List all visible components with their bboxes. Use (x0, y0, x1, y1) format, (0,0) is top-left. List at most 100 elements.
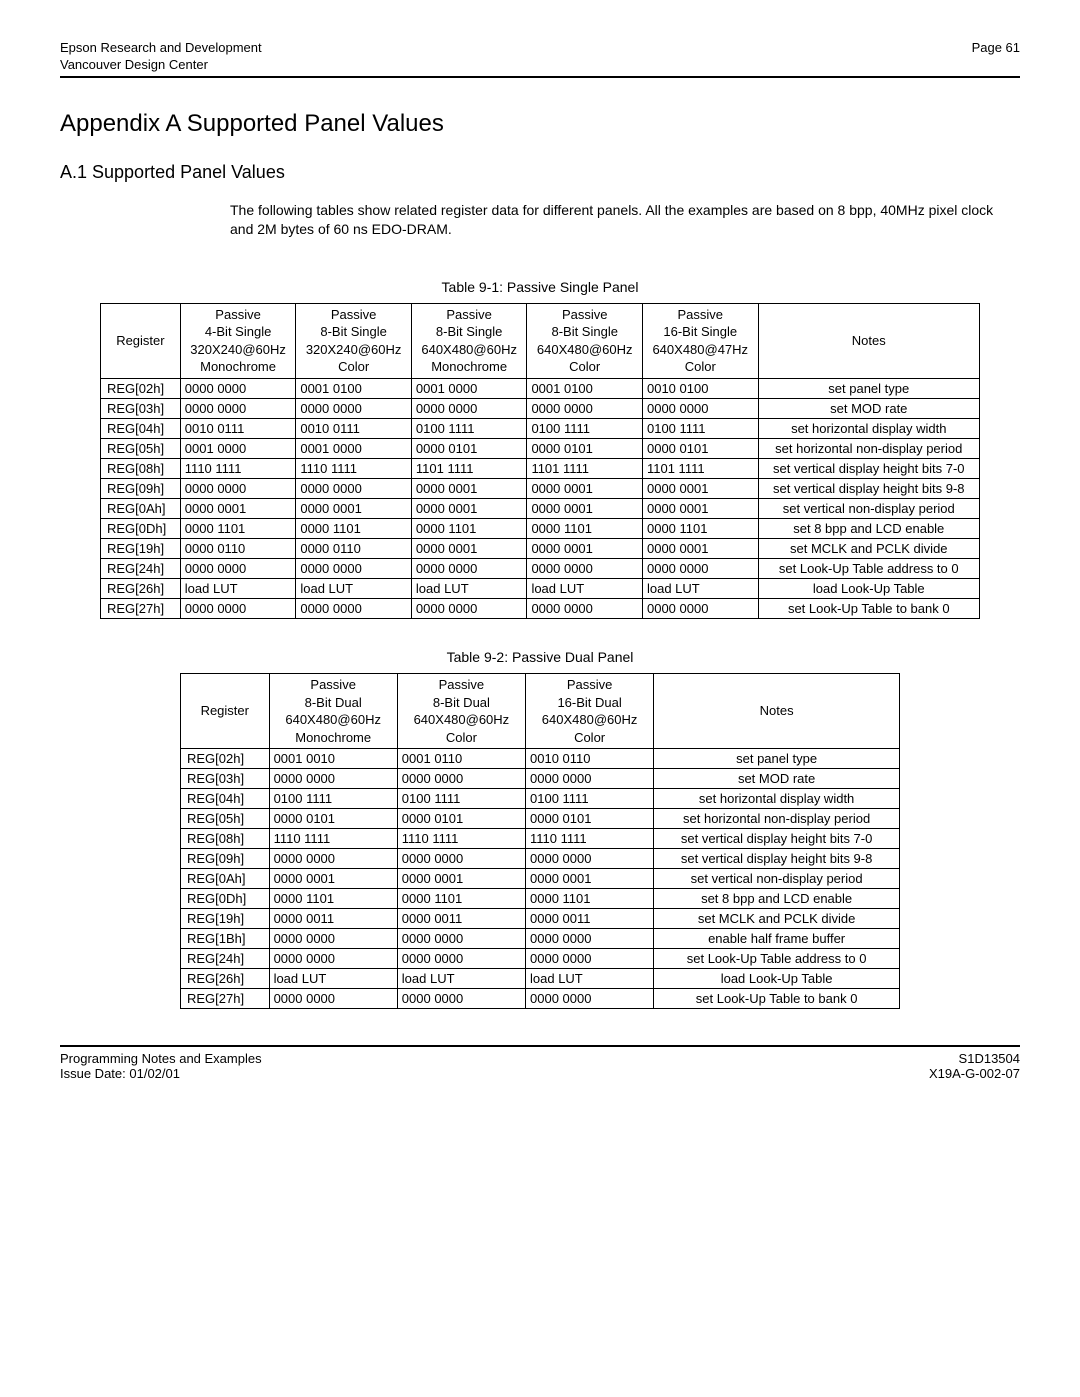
table-row: REG[02h]0000 00000001 01000001 00000001 … (101, 378, 980, 398)
table-row: REG[1Bh]0000 00000000 00000000 0000enabl… (181, 929, 900, 949)
notes-cell: set vertical non-display period (758, 498, 979, 518)
notes-cell: set MOD rate (654, 769, 900, 789)
value-cell: load LUT (527, 578, 643, 598)
value-cell: 0000 1101 (269, 889, 397, 909)
value-cell: 0000 1101 (296, 518, 412, 538)
value-cell: 0000 0110 (296, 538, 412, 558)
table-row: REG[27h]0000 00000000 00000000 00000000 … (101, 598, 980, 618)
value-cell: 0000 0011 (526, 909, 654, 929)
value-cell: 1110 1111 (397, 829, 525, 849)
table-row: REG[02h]0001 00100001 01100010 0110set p… (181, 749, 900, 769)
table-row: REG[08h]1110 11111110 11111110 1111set v… (181, 829, 900, 849)
value-cell: 0001 0100 (527, 378, 643, 398)
t1-h-notes: Notes (758, 303, 979, 378)
register-cell: REG[0Ah] (101, 498, 181, 518)
register-cell: REG[0Dh] (181, 889, 270, 909)
t2-h-notes: Notes (654, 673, 900, 748)
register-cell: REG[02h] (181, 749, 270, 769)
table-row: REG[05h]0001 00000001 00000000 01010000 … (101, 438, 980, 458)
value-cell: 0000 0001 (527, 478, 643, 498)
value-cell: 0100 1111 (269, 789, 397, 809)
table-row: REG[04h]0100 11110100 11110100 1111set h… (181, 789, 900, 809)
header-rule (60, 76, 1020, 78)
value-cell: 0000 0101 (642, 438, 758, 458)
value-cell: 0000 0000 (296, 558, 412, 578)
table-row: REG[05h]0000 01010000 01010000 0101set h… (181, 809, 900, 829)
value-cell: 0000 0101 (411, 438, 527, 458)
value-cell: 0000 0000 (526, 949, 654, 969)
notes-cell: set horizontal non-display period (654, 809, 900, 829)
value-cell: 0001 0010 (269, 749, 397, 769)
notes-cell: set MCLK and PCLK divide (758, 538, 979, 558)
page-title: Appendix A Supported Panel Values (60, 110, 1020, 138)
table-row: REG[03h]0000 00000000 00000000 0000set M… (181, 769, 900, 789)
notes-cell: set vertical display height bits 7-0 (654, 829, 900, 849)
value-cell: 0010 0111 (180, 418, 296, 438)
notes-cell: set vertical display height bits 9-8 (654, 849, 900, 869)
table2-caption: Table 9-2: Passive Dual Panel (60, 649, 1020, 665)
value-cell: 0010 0100 (642, 378, 758, 398)
value-cell: 0100 1111 (526, 789, 654, 809)
register-cell: REG[02h] (101, 378, 181, 398)
notes-cell: set 8 bpp and LCD enable (654, 889, 900, 909)
register-cell: REG[27h] (101, 598, 181, 618)
table-row: REG[19h]0000 00110000 00110000 0011set M… (181, 909, 900, 929)
value-cell: 0000 0001 (397, 869, 525, 889)
value-cell: 0000 0000 (526, 989, 654, 1009)
value-cell: 0000 0000 (397, 949, 525, 969)
value-cell: 0000 0101 (526, 809, 654, 829)
notes-cell: set MCLK and PCLK divide (654, 909, 900, 929)
header-org: Epson Research and Development (60, 40, 262, 55)
register-cell: REG[09h] (181, 849, 270, 869)
value-cell: 0000 0001 (411, 478, 527, 498)
table-row: REG[03h]0000 00000000 00000000 00000000 … (101, 398, 980, 418)
table-row: REG[19h]0000 01100000 01100000 00010000 … (101, 538, 980, 558)
value-cell: 0000 0000 (527, 558, 643, 578)
value-cell: 1110 1111 (269, 829, 397, 849)
value-cell: 0000 0110 (180, 538, 296, 558)
table-row: REG[09h]0000 00000000 00000000 0000set v… (181, 849, 900, 869)
notes-cell: set panel type (654, 749, 900, 769)
value-cell: load LUT (397, 969, 525, 989)
value-cell: 0000 0000 (180, 598, 296, 618)
notes-cell: set vertical display height bits 7-0 (758, 458, 979, 478)
value-cell: 0000 0001 (526, 869, 654, 889)
notes-cell: load Look-Up Table (758, 578, 979, 598)
value-cell: 0000 0001 (411, 538, 527, 558)
notes-cell: set Look-Up Table to bank 0 (654, 989, 900, 1009)
value-cell: 0000 0000 (526, 929, 654, 949)
value-cell: 0000 1101 (642, 518, 758, 538)
value-cell: 1101 1111 (642, 458, 758, 478)
value-cell: 0000 0001 (180, 498, 296, 518)
value-cell: 0000 0000 (296, 478, 412, 498)
register-cell: REG[27h] (181, 989, 270, 1009)
value-cell: 0001 0100 (296, 378, 412, 398)
value-cell: 0000 0101 (527, 438, 643, 458)
value-cell: 0000 0000 (296, 598, 412, 618)
notes-cell: set panel type (758, 378, 979, 398)
register-cell: REG[26h] (101, 578, 181, 598)
register-cell: REG[19h] (181, 909, 270, 929)
value-cell: 0000 0001 (642, 538, 758, 558)
notes-cell: set Look-Up Table to bank 0 (758, 598, 979, 618)
table-row: REG[26h]load LUTload LUTload LUTload LUT… (101, 578, 980, 598)
value-cell: 0000 0000 (180, 378, 296, 398)
value-cell: 0000 0001 (269, 869, 397, 889)
value-cell: 0000 0000 (269, 769, 397, 789)
notes-cell: set Look-Up Table address to 0 (654, 949, 900, 969)
value-cell: 0010 0111 (296, 418, 412, 438)
intro-paragraph: The following tables show related regist… (230, 201, 1020, 239)
value-cell: 0000 0000 (642, 398, 758, 418)
value-cell: 0100 1111 (642, 418, 758, 438)
value-cell: 0000 0000 (180, 558, 296, 578)
notes-cell: set 8 bpp and LCD enable (758, 518, 979, 538)
value-cell: 0000 0001 (296, 498, 412, 518)
value-cell: load LUT (411, 578, 527, 598)
value-cell: 0001 0110 (397, 749, 525, 769)
notes-cell: set horizontal display width (654, 789, 900, 809)
value-cell: 0000 0001 (642, 498, 758, 518)
value-cell: 0000 0001 (642, 478, 758, 498)
table-passive-dual: Register Passive8-Bit Dual640X480@60HzMo… (180, 673, 900, 1009)
value-cell: 0000 0011 (269, 909, 397, 929)
t1-h-c1: Passive4-Bit Single320X240@60HzMonochrom… (180, 303, 296, 378)
